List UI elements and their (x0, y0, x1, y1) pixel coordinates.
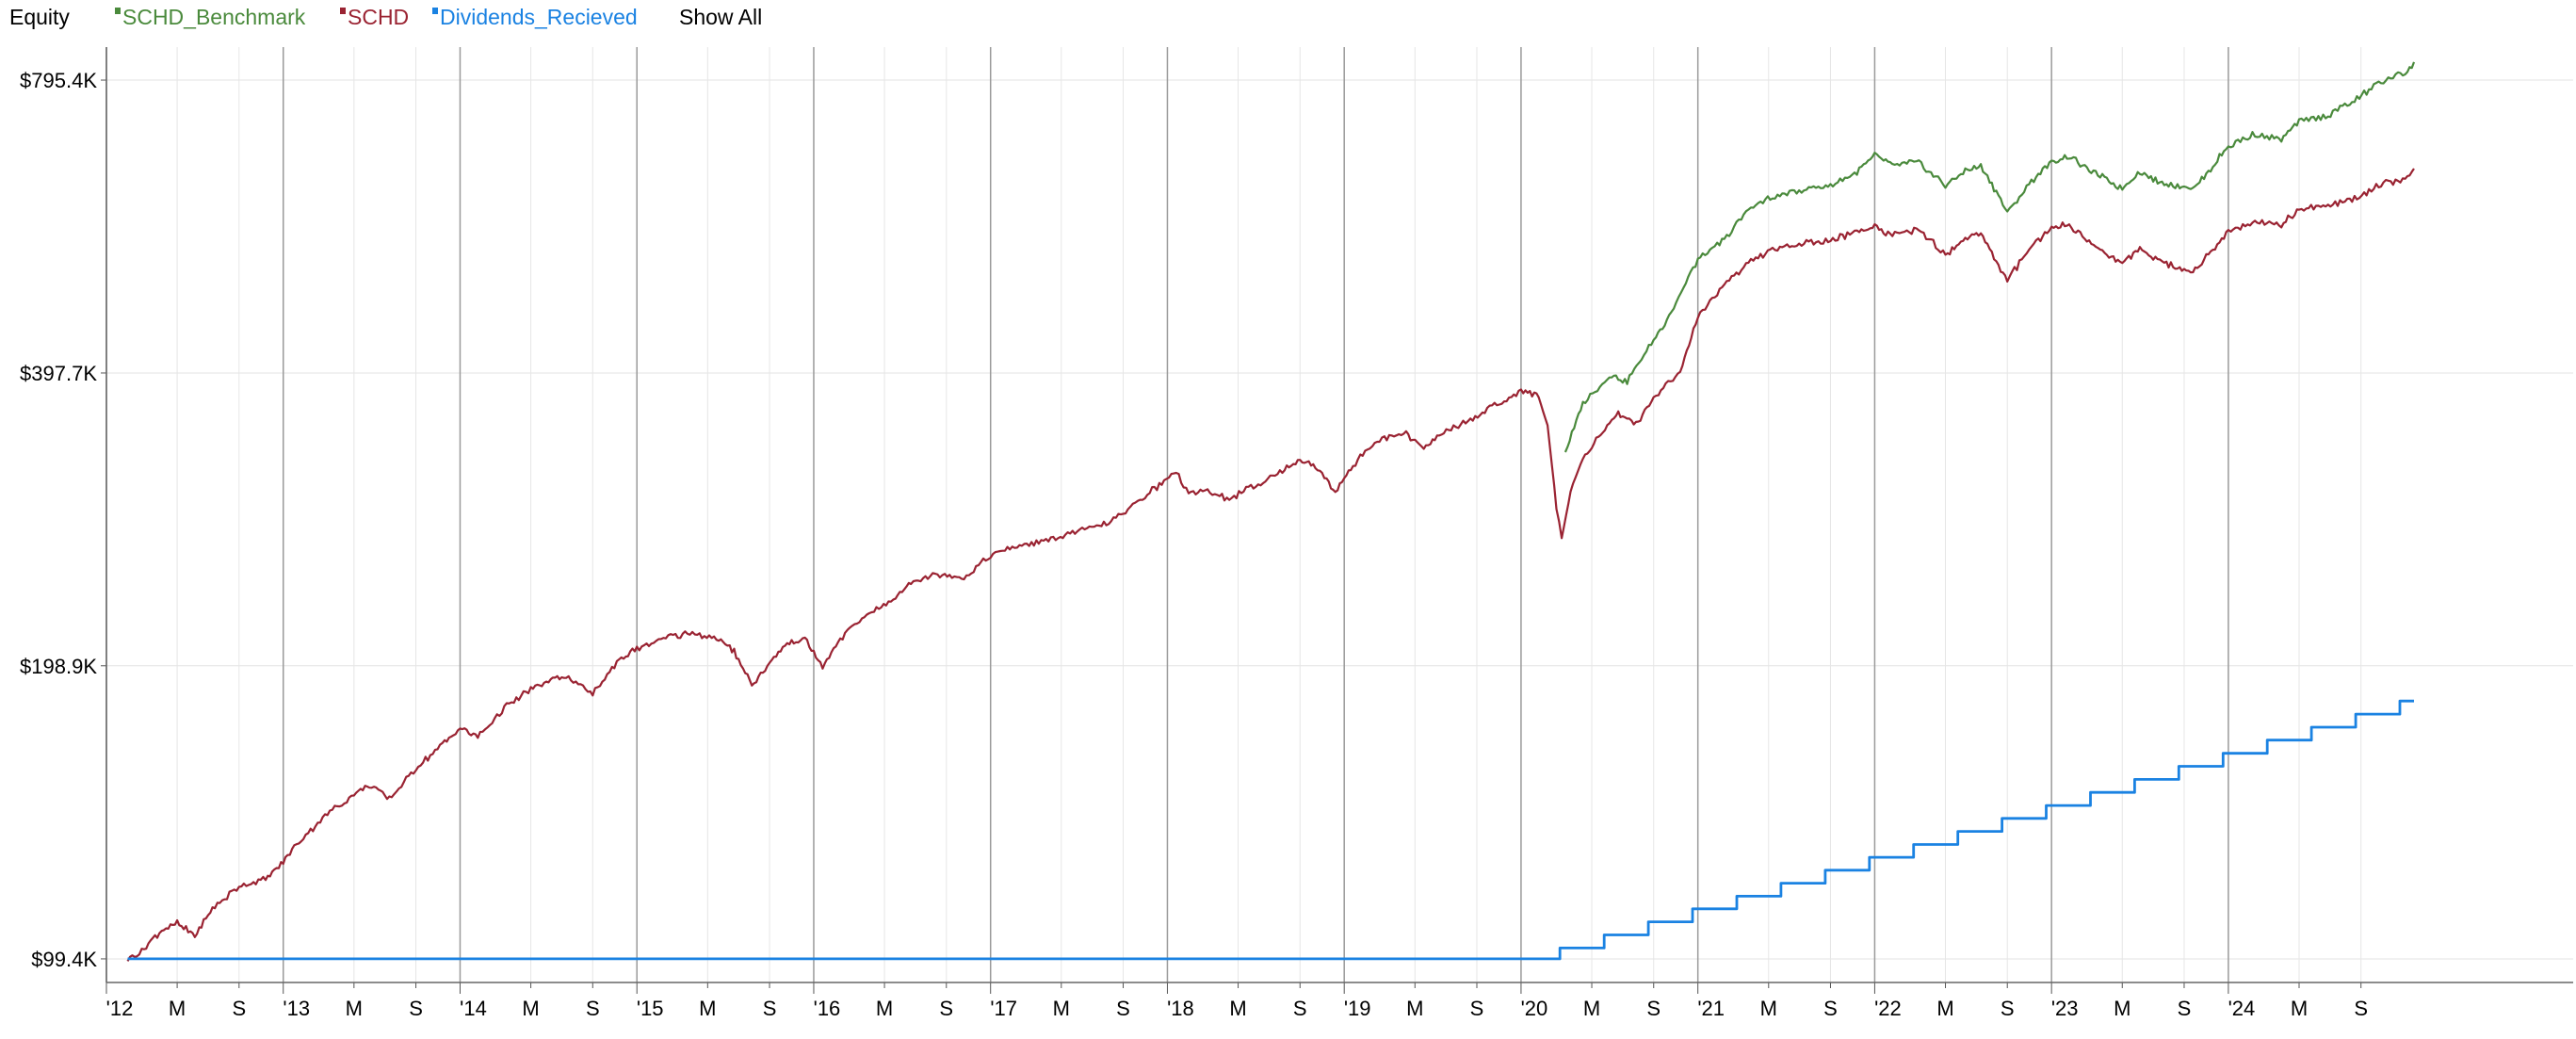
legend-bar: Equity SCHD_Benchmark SCHD Dividends_Rec… (0, 0, 2576, 36)
x-tick-label: S (939, 997, 953, 1020)
x-tick-label: M (1583, 997, 1600, 1020)
legend-item-dividends-recieved[interactable]: Dividends_Recieved (440, 5, 638, 29)
label-layer: $99.4K $198.9K $397.7K $795.4K '12 M S '13 M S '14… (20, 69, 2368, 1020)
x-tick-label: '20 (1521, 997, 1548, 1020)
x-tick-label: S (1470, 997, 1484, 1020)
x-tick-label: S (1293, 997, 1307, 1020)
x-tick-label: M (1760, 997, 1777, 1020)
legend-swatch-schd-benchmark (115, 8, 121, 14)
x-tick-label: M (169, 997, 186, 1020)
x-tick-label: '14 (460, 997, 487, 1020)
legend-item-schd[interactable]: SCHD (348, 5, 410, 29)
legend-title: Equity (9, 5, 70, 29)
x-tick-label: '18 (1167, 997, 1194, 1020)
x-tick-label: '24 (2228, 997, 2256, 1020)
legend-swatch-schd (340, 8, 346, 14)
y-tick-label: $397.7K (20, 362, 97, 385)
show-all-button[interactable]: Show All (679, 5, 763, 29)
series-line-schd-benchmark (1563, 61, 2416, 453)
x-tick-label: '17 (990, 997, 1017, 1020)
y-tick-label: $99.4K (31, 948, 97, 971)
x-tick-label: S (1646, 997, 1661, 1020)
x-tick-label: M (2114, 997, 2130, 1020)
x-tick-label: '22 (1874, 997, 1902, 1020)
x-tick-label: M (1936, 997, 1953, 1020)
x-tick-label: M (2291, 997, 2308, 1020)
x-tick-label: M (876, 997, 893, 1020)
series-layer (126, 61, 2416, 962)
y-tick-label: $795.4K (20, 69, 97, 92)
x-tick-label: '16 (814, 997, 841, 1020)
x-tick-label: M (1229, 997, 1246, 1020)
y-tick-label: $198.9K (20, 655, 97, 678)
x-tick-label: S (409, 997, 423, 1020)
x-tick-label: S (763, 997, 777, 1020)
x-tick-label: '19 (1344, 997, 1371, 1020)
x-tick-label: S (2354, 997, 2368, 1020)
x-tick-label: '13 (283, 997, 310, 1020)
x-tick-label: S (2178, 997, 2192, 1020)
axis-layer (101, 47, 2573, 994)
x-tick-label: S (232, 997, 246, 1020)
x-tick-label: '23 (2051, 997, 2079, 1020)
x-tick-label: '15 (637, 997, 664, 1020)
x-tick-label: '21 (1697, 997, 1725, 1020)
x-tick-label: '12 (106, 997, 134, 1020)
x-tick-label: M (522, 997, 539, 1020)
series-line-dividends-recieved (127, 699, 2414, 961)
x-tick-label: S (586, 997, 600, 1020)
x-tick-label: M (1053, 997, 1070, 1020)
x-tick-label: M (1406, 997, 1423, 1020)
legend-item-schd-benchmark[interactable]: SCHD_Benchmark (122, 5, 306, 29)
x-tick-label: S (1116, 997, 1130, 1020)
x-tick-label: S (1823, 997, 1838, 1020)
x-tick-label: M (699, 997, 716, 1020)
legend-swatch-dividends-recieved (432, 8, 438, 14)
x-tick-label: M (346, 997, 363, 1020)
x-tick-label: S (2001, 997, 2015, 1020)
grid-layer (105, 47, 2573, 982)
series-line-schd (126, 168, 2415, 962)
